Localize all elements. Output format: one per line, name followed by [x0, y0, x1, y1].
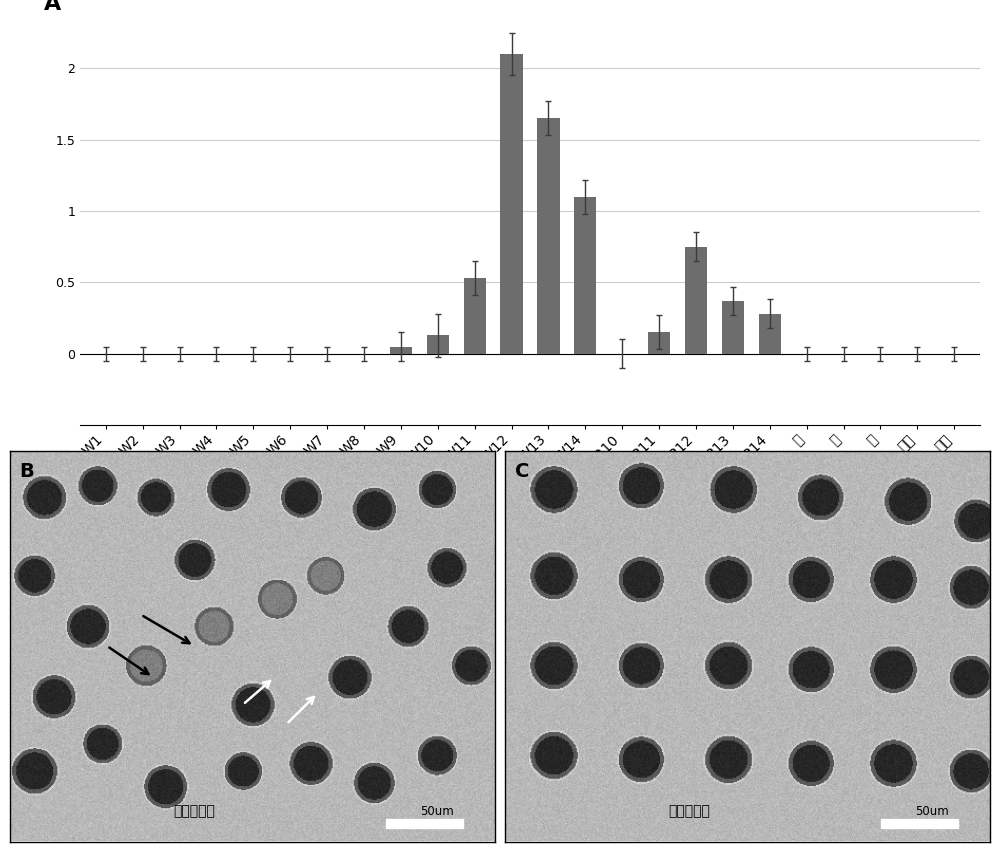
Bar [500, 54, 523, 354]
Bar [759, 314, 781, 354]
Text: 50um: 50um [915, 805, 949, 818]
Bar [685, 246, 707, 354]
Bar [390, 347, 412, 354]
Bar [427, 335, 449, 354]
Text: B: B [20, 462, 34, 481]
Bar [648, 332, 670, 354]
Text: 转基因杂合: 转基因杂合 [173, 804, 215, 818]
Bar [722, 301, 744, 354]
Bar [881, 819, 958, 828]
Bar [537, 118, 560, 354]
Text: -0.5: -0.5 [63, 618, 87, 632]
Text: C: C [515, 462, 529, 481]
Bar [464, 278, 486, 354]
Bar [574, 196, 596, 354]
Text: A: A [44, 0, 61, 14]
Text: 50um: 50um [420, 805, 454, 818]
Text: 转基因纯合: 转基因纯合 [668, 804, 710, 818]
Bar [386, 819, 463, 828]
